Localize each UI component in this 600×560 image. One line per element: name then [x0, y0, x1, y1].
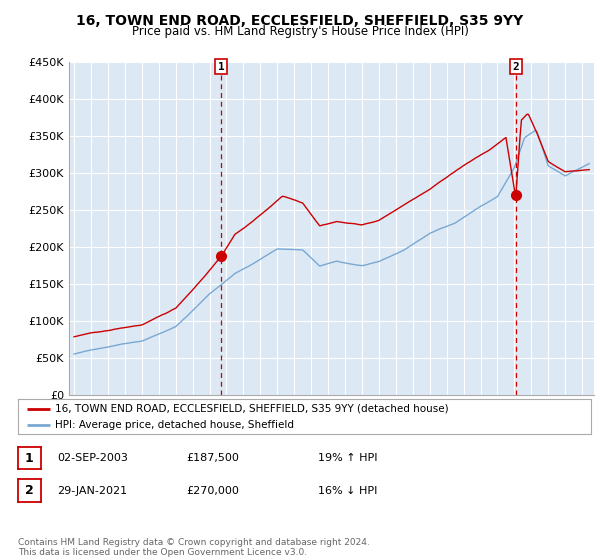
- Text: 16, TOWN END ROAD, ECCLESFIELD, SHEFFIELD, S35 9YY (detached house): 16, TOWN END ROAD, ECCLESFIELD, SHEFFIEL…: [55, 404, 449, 414]
- Text: £270,000: £270,000: [186, 486, 239, 496]
- Text: 1: 1: [218, 62, 224, 72]
- Text: 2: 2: [25, 484, 34, 497]
- Text: 16, TOWN END ROAD, ECCLESFIELD, SHEFFIELD, S35 9YY: 16, TOWN END ROAD, ECCLESFIELD, SHEFFIEL…: [76, 14, 524, 28]
- Text: 02-SEP-2003: 02-SEP-2003: [57, 453, 128, 463]
- Text: 16% ↓ HPI: 16% ↓ HPI: [318, 486, 377, 496]
- Text: 2: 2: [512, 62, 519, 72]
- Text: HPI: Average price, detached house, Sheffield: HPI: Average price, detached house, Shef…: [55, 419, 294, 430]
- Text: Price paid vs. HM Land Registry's House Price Index (HPI): Price paid vs. HM Land Registry's House …: [131, 25, 469, 38]
- Text: £187,500: £187,500: [186, 453, 239, 463]
- Text: 29-JAN-2021: 29-JAN-2021: [57, 486, 127, 496]
- Text: 19% ↑ HPI: 19% ↑ HPI: [318, 453, 377, 463]
- Text: 1: 1: [25, 451, 34, 465]
- Text: Contains HM Land Registry data © Crown copyright and database right 2024.
This d: Contains HM Land Registry data © Crown c…: [18, 538, 370, 557]
